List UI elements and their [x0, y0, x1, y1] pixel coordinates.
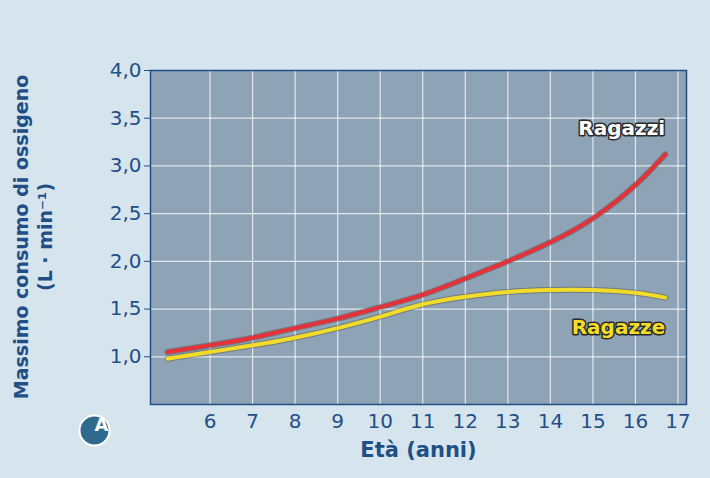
- svg-text:8: 8: [289, 409, 302, 433]
- svg-text:Età (anni): Età (anni): [360, 438, 476, 462]
- svg-text:1,5: 1,5: [110, 296, 142, 320]
- svg-text:16: 16: [623, 409, 648, 433]
- svg-text:3,5: 3,5: [110, 106, 142, 130]
- svg-text:17: 17: [665, 409, 690, 433]
- svg-text:7: 7: [246, 409, 259, 433]
- svg-text:3,0: 3,0: [110, 153, 142, 177]
- svg-text:2,0: 2,0: [110, 249, 142, 273]
- svg-text:Ragazzi: Ragazzi: [578, 116, 665, 140]
- svg-text:11: 11: [410, 409, 435, 433]
- svg-text:10: 10: [367, 409, 392, 433]
- svg-text:4,0: 4,0: [110, 58, 142, 82]
- svg-text:Massimo consumo di ossigeno(L: Massimo consumo di ossigeno(L · min⁻¹): [10, 75, 56, 399]
- svg-text:13: 13: [495, 409, 520, 433]
- svg-text:12: 12: [453, 409, 478, 433]
- svg-text:6: 6: [204, 409, 217, 433]
- svg-text:Ragazze: Ragazze: [572, 315, 666, 339]
- svg-text:A: A: [95, 414, 109, 435]
- svg-text:9: 9: [331, 409, 344, 433]
- svg-text:2,5: 2,5: [110, 201, 142, 225]
- svg-text:14: 14: [538, 409, 563, 433]
- svg-text:1,0: 1,0: [110, 344, 142, 368]
- svg-text:15: 15: [580, 409, 605, 433]
